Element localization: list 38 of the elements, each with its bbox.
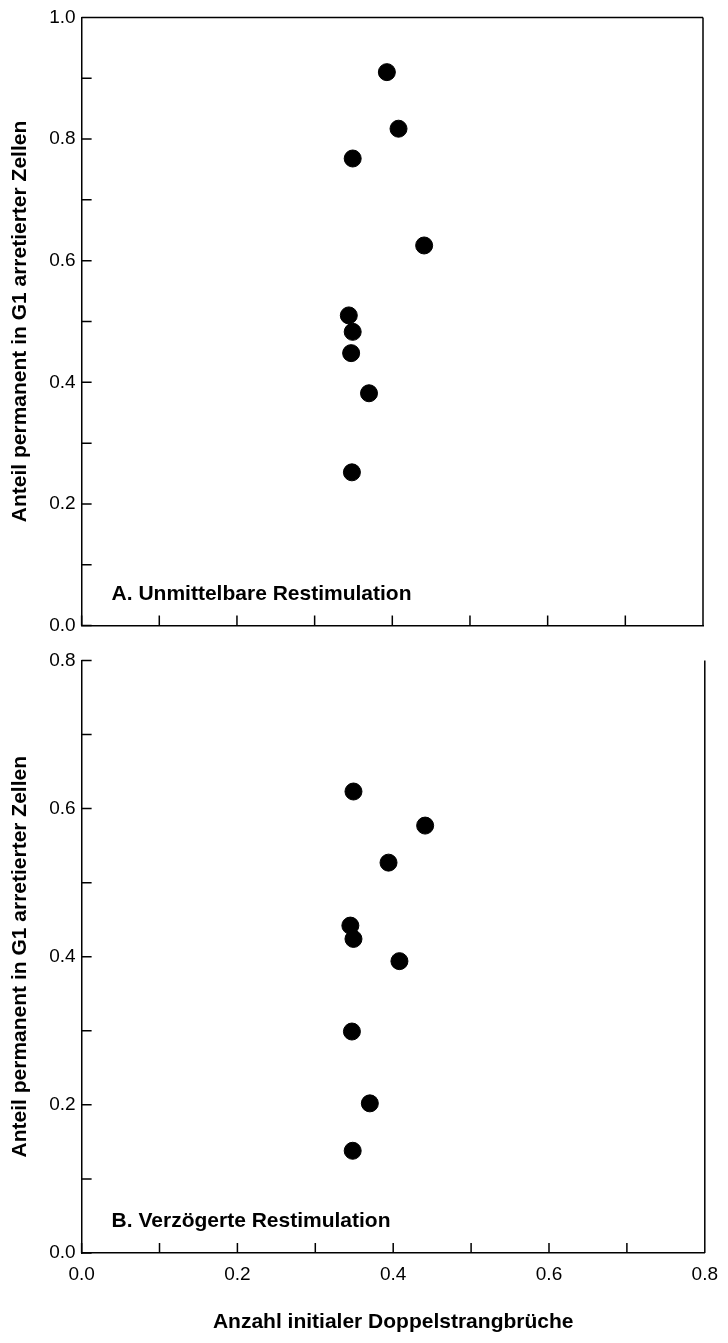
point	[415, 236, 434, 255]
point	[416, 816, 435, 835]
point	[342, 463, 361, 482]
point	[343, 1141, 362, 1160]
y-tick-label: 0.0	[49, 1241, 76, 1263]
annotation: A. Unmittelbare Restimulation	[111, 580, 412, 604]
point	[389, 119, 408, 138]
y-tick-label: 0.6	[49, 796, 76, 818]
y-tick-label: 0.0	[49, 613, 76, 635]
point	[344, 929, 363, 948]
point	[377, 63, 396, 82]
y-tick-label: 0.8	[49, 127, 76, 149]
x-axis-title: Anzahl initialer Doppelstrangbrüche	[212, 1309, 574, 1333]
annotation: B. Verzögerte Restimulation	[111, 1208, 391, 1231]
x-tick-label: 0.8	[691, 1262, 718, 1284]
point	[344, 782, 363, 801]
y-tick-label: 1.0	[49, 5, 76, 27]
y-axis-title: Anteil permanent in G1 arretierter Zellen	[7, 120, 31, 523]
y-tick-label: 0.8	[49, 648, 76, 670]
point	[343, 322, 362, 341]
point	[342, 1022, 361, 1041]
x-tick-label: 0.2	[224, 1262, 251, 1284]
y-tick-label: 0.2	[49, 492, 76, 514]
point	[379, 853, 398, 872]
y-tick-label: 0.4	[49, 944, 77, 966]
x-tick-label: 0.0	[68, 1262, 95, 1284]
x-tick-label: 0.6	[535, 1262, 563, 1284]
y-tick-label: 0.4	[49, 370, 77, 392]
point	[339, 306, 358, 325]
y-axis-title: Anteil permanent in G1 arretierter Zellen	[7, 755, 31, 1158]
point	[360, 384, 378, 403]
point	[390, 952, 409, 971]
y-tick-label: 0.6	[49, 248, 76, 270]
x-tick-label: 0.4	[379, 1262, 407, 1284]
point	[343, 149, 362, 168]
point	[342, 344, 361, 363]
point	[360, 1094, 379, 1113]
y-tick-label: 0.2	[49, 1093, 76, 1115]
